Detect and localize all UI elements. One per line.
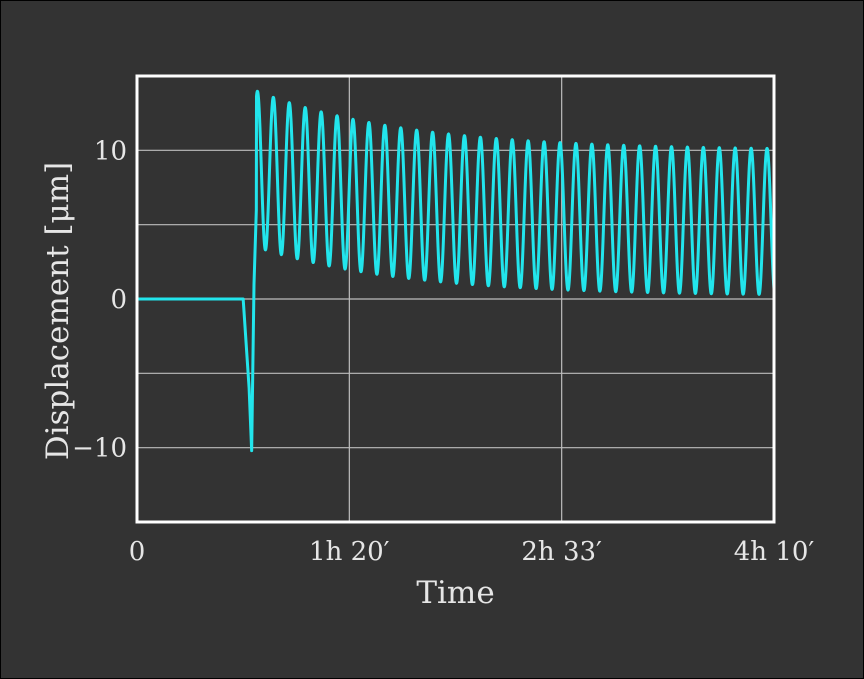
tick-labels: 0 1h 20′ 2h 33′ 4h 10′ −10 0 10	[72, 136, 814, 567]
x-axis-label: Time	[416, 575, 494, 611]
grid	[137, 76, 774, 522]
y-tick-label: 10	[94, 136, 127, 166]
x-tick-label: 4h 10′	[734, 537, 815, 567]
y-tick-label: 0	[110, 285, 127, 315]
series-line	[135, 89, 776, 453]
x-tick-label: 2h 33′	[521, 537, 602, 567]
series-layer	[135, 89, 776, 453]
y-tick-label: −10	[72, 434, 127, 464]
y-axis-label: Displacement [μm]	[40, 162, 76, 460]
plot-frame	[135, 74, 776, 524]
x-tick-label: 1h 20′	[309, 537, 390, 567]
x-tick-label: 0	[129, 537, 146, 567]
